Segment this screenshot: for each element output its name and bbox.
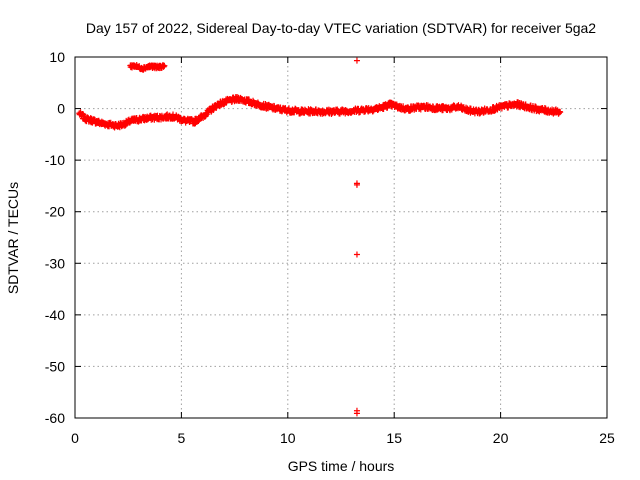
y-tick-label: -10 (45, 152, 65, 168)
data-points (76, 57, 564, 417)
y-tick-label: -20 (45, 204, 65, 220)
chart-title: Day 157 of 2022, Sidereal Day-to-day VTE… (86, 20, 596, 36)
y-tick-label: -60 (45, 410, 65, 426)
plot-frame (74, 56, 608, 419)
y-tick-label: -30 (45, 255, 65, 271)
y-tick-label: 10 (49, 49, 65, 65)
axis-ticks: 0 5 10 15 20 25 10 0 -10 -20 -30 -40 -50 -60 (45, 49, 615, 446)
y-axis-label: SDTVAR / TECUs (5, 182, 21, 294)
x-tick-label: 5 (178, 430, 186, 446)
x-tick-label: 25 (599, 430, 615, 446)
x-tick-label: 10 (280, 430, 296, 446)
x-tick-label: 15 (386, 430, 402, 446)
x-tick-label: 20 (493, 430, 509, 446)
data-point (353, 251, 360, 258)
x-tick-label: 0 (71, 430, 79, 446)
y-tick-label: 0 (57, 101, 65, 117)
y-tick-label: -40 (45, 307, 65, 323)
data-point (557, 109, 564, 116)
y-tick-label: -50 (45, 358, 65, 374)
data-point (161, 62, 168, 69)
data-point (353, 181, 360, 188)
data-point (353, 410, 360, 417)
x-axis-label: GPS time / hours (288, 458, 395, 474)
data-point (353, 57, 360, 64)
